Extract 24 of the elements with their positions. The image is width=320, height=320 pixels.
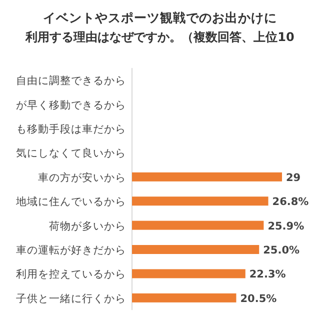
- y-tick-label: 車の運転が好きだから: [16, 244, 126, 256]
- y-tick-label: 子供と一緒に行くから: [16, 292, 126, 305]
- bar: [132, 269, 246, 278]
- data-label: 20.5%: [240, 292, 278, 305]
- bar: [132, 196, 268, 206]
- bar: [132, 172, 282, 182]
- bar: [132, 293, 236, 302]
- chart-title: イベントやスポーツ観戦でのお出かけに: [43, 10, 277, 25]
- y-tick-label: も移動手段は車だから: [16, 122, 126, 136]
- y-tick-label: 荷物が多いから: [49, 219, 126, 232]
- data-label: 22.3%: [249, 268, 286, 281]
- chart-subtitle: 利用する理由はなぜですか。（複数回答、上位10: [24, 30, 294, 44]
- bar: [132, 220, 264, 230]
- bar: [132, 245, 260, 254]
- data-label: 25.0%: [263, 244, 300, 256]
- data-label: 26.8%: [272, 196, 310, 208]
- data-label: 25.9%: [268, 220, 305, 232]
- y-tick-label: 自由に調整できるから: [16, 74, 126, 88]
- data-label: 29: [286, 172, 301, 184]
- y-tick-label: 気にしなくて良いから: [16, 146, 126, 160]
- y-tick-label: 利用を控えているから: [16, 268, 126, 281]
- y-tick-label: 地域に住んでいるから: [15, 195, 126, 208]
- y-tick-label: が早く移動できるから: [16, 99, 126, 112]
- y-tick-label: 車の方が安いから: [38, 170, 126, 184]
